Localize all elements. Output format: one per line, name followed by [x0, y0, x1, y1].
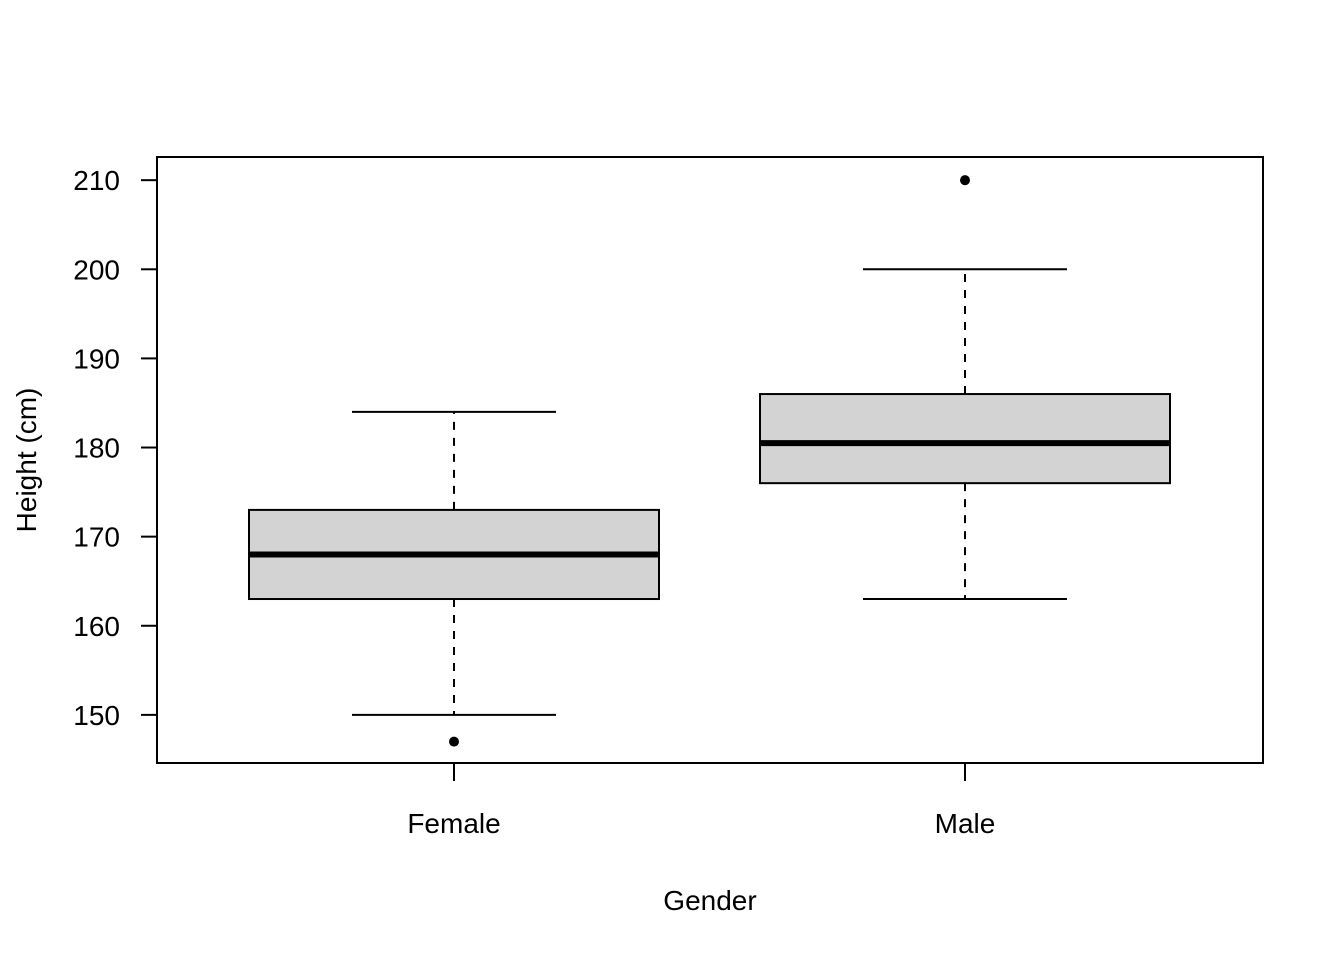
x-tick-label: Male	[935, 808, 996, 839]
y-tick-label: 190	[73, 343, 120, 374]
y-tick-label: 200	[73, 254, 120, 285]
y-tick-label: 170	[73, 522, 120, 553]
x-axis-title: Gender	[663, 885, 756, 916]
y-axis-title: Height (cm)	[11, 388, 42, 533]
x-axis: Female Male	[407, 763, 995, 839]
box-iqr	[759, 393, 1171, 485]
box-female	[248, 410, 660, 747]
outlier-point	[960, 175, 970, 186]
box-male	[759, 175, 1171, 601]
y-tick-label: 150	[73, 700, 120, 731]
y-tick-label: 160	[73, 611, 120, 642]
y-tick-label: 210	[73, 165, 120, 196]
y-axis: 150 160 170 180 190 200 210	[73, 165, 158, 731]
boxes-layer	[248, 175, 1171, 747]
x-tick-label: Female	[407, 808, 500, 839]
y-tick-label: 180	[73, 433, 120, 464]
outlier-point	[449, 736, 459, 747]
